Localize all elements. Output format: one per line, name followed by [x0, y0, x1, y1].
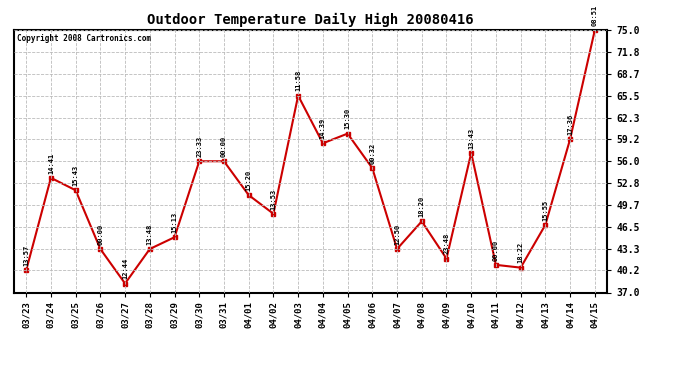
- Text: 08:51: 08:51: [592, 4, 598, 26]
- Text: 12:50: 12:50: [394, 224, 400, 245]
- Text: 18:22: 18:22: [518, 242, 524, 264]
- Text: 15:13: 15:13: [172, 212, 177, 233]
- Text: 15:55: 15:55: [542, 200, 549, 220]
- Text: 13:57: 13:57: [23, 245, 29, 266]
- Text: 11:58: 11:58: [295, 70, 301, 92]
- Text: 12:44: 12:44: [122, 258, 128, 279]
- Text: 17:36: 17:36: [567, 114, 573, 135]
- Title: Outdoor Temperature Daily High 20080416: Outdoor Temperature Daily High 20080416: [147, 13, 474, 27]
- Text: 00:00: 00:00: [221, 136, 227, 157]
- Text: 00:32: 00:32: [369, 143, 375, 164]
- Text: 13:53: 13:53: [270, 188, 277, 210]
- Text: 15:20: 15:20: [246, 170, 252, 191]
- Text: 13:48: 13:48: [147, 224, 152, 245]
- Text: 00:00: 00:00: [97, 224, 104, 245]
- Text: 18:20: 18:20: [419, 196, 425, 217]
- Text: Copyright 2008 Cartronics.com: Copyright 2008 Cartronics.com: [17, 34, 151, 43]
- Text: 14:41: 14:41: [48, 152, 54, 174]
- Text: 00:00: 00:00: [493, 240, 499, 261]
- Text: 13:43: 13:43: [469, 128, 474, 149]
- Text: 15:30: 15:30: [344, 108, 351, 129]
- Text: 15:43: 15:43: [72, 165, 79, 186]
- Text: 23:48: 23:48: [444, 233, 449, 255]
- Text: 14:39: 14:39: [320, 118, 326, 139]
- Text: 23:33: 23:33: [196, 136, 202, 157]
